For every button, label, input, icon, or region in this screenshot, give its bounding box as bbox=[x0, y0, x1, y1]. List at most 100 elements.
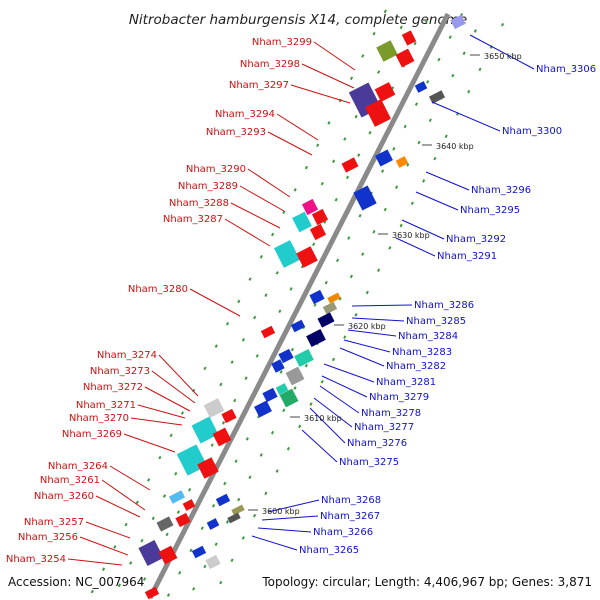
gene-feature bbox=[271, 359, 285, 373]
map-title: Nitrobacter hamburgensis X14, complete g… bbox=[129, 12, 467, 28]
gene-feature bbox=[309, 223, 327, 241]
gene-feature bbox=[375, 149, 393, 167]
leader-line bbox=[469, 34, 535, 70]
leader-line bbox=[95, 495, 141, 518]
leader-line bbox=[313, 41, 356, 71]
gene-label-forward[interactable]: Nham_3254 bbox=[6, 554, 66, 565]
gene-feature bbox=[285, 366, 305, 386]
gene-label-reverse[interactable]: Nham_3266 bbox=[313, 527, 373, 538]
gene-feature bbox=[294, 349, 314, 367]
gene-feature bbox=[273, 240, 301, 268]
gene-feature bbox=[395, 156, 409, 168]
gene-label-forward[interactable]: Nham_3257 bbox=[24, 517, 84, 528]
gene-label-forward[interactable]: Nham_3256 bbox=[18, 532, 78, 543]
gene-label-reverse[interactable]: Nham_3286 bbox=[414, 300, 474, 311]
gene-label-forward[interactable]: Nham_3287 bbox=[163, 214, 223, 225]
gene-label-reverse[interactable]: Nham_3284 bbox=[398, 331, 458, 342]
leader-line bbox=[347, 329, 397, 337]
gene-label-forward[interactable]: Nham_3264 bbox=[48, 461, 108, 472]
gene-label-forward[interactable]: Nham_3293 bbox=[206, 127, 266, 138]
gene-label-forward[interactable]: Nham_3289 bbox=[178, 181, 238, 192]
gene-feature bbox=[341, 157, 359, 173]
leader-line bbox=[267, 499, 320, 513]
gene-label-forward[interactable]: Nham_3288 bbox=[169, 198, 229, 209]
gene-label-forward[interactable]: Nham_3297 bbox=[229, 80, 289, 91]
gene-label-reverse[interactable]: Nham_3277 bbox=[354, 422, 414, 433]
gene-label-forward[interactable]: Nham_3280 bbox=[128, 284, 188, 295]
gene-label-reverse[interactable]: Nham_3292 bbox=[446, 234, 506, 245]
gene-feature bbox=[374, 82, 396, 102]
leader-line bbox=[276, 113, 319, 141]
gene-label-forward[interactable]: Nham_3272 bbox=[83, 382, 143, 393]
gene-label-forward[interactable]: Nham_3298 bbox=[240, 59, 300, 70]
leader-line bbox=[101, 479, 146, 511]
gene-label-forward[interactable]: Nham_3260 bbox=[34, 491, 94, 502]
gene-feature bbox=[327, 292, 341, 304]
leader-line bbox=[109, 465, 151, 491]
gene-label-forward[interactable]: Nham_3270 bbox=[69, 413, 129, 424]
gene-feature bbox=[227, 512, 241, 524]
leader-line bbox=[395, 237, 436, 257]
leader-line bbox=[137, 404, 186, 419]
gene-feature bbox=[301, 198, 319, 216]
gene-feature bbox=[205, 554, 221, 570]
leader-line bbox=[151, 370, 196, 404]
leader-line bbox=[401, 219, 445, 240]
leader-line bbox=[415, 191, 459, 211]
gene-label-reverse[interactable]: Nham_3300 bbox=[502, 126, 562, 137]
gene-feature bbox=[197, 457, 219, 479]
leader-line bbox=[67, 558, 123, 566]
gene-feature bbox=[144, 586, 160, 600]
gene-label-forward[interactable]: Nham_3274 bbox=[97, 350, 157, 361]
leader-line bbox=[189, 288, 241, 317]
gene-feature bbox=[138, 540, 164, 566]
gene-label-reverse[interactable]: Nham_3291 bbox=[437, 251, 497, 262]
leader-line bbox=[431, 101, 501, 132]
leader-line bbox=[290, 84, 351, 104]
gene-label-reverse[interactable]: Nham_3296 bbox=[471, 185, 531, 196]
leader-line bbox=[130, 417, 183, 426]
gene-label-forward[interactable]: Nham_3269 bbox=[62, 429, 122, 440]
gene-label-forward[interactable]: Nham_3261 bbox=[40, 475, 100, 486]
gene-label-reverse[interactable]: Nham_3285 bbox=[406, 316, 466, 327]
gene-feature bbox=[450, 14, 466, 30]
gene-feature bbox=[290, 319, 306, 333]
track-guide bbox=[165, 9, 465, 600]
gene-label-reverse[interactable]: Nham_3281 bbox=[376, 377, 436, 388]
gene-feature bbox=[414, 81, 428, 93]
gene-feature bbox=[254, 400, 272, 418]
gene-feature bbox=[322, 301, 338, 315]
gene-label-reverse[interactable]: Nham_3268 bbox=[321, 495, 381, 506]
gene-label-reverse[interactable]: Nham_3278 bbox=[361, 408, 421, 419]
gene-feature bbox=[278, 348, 294, 364]
gene-feature bbox=[175, 512, 191, 528]
gene-label-reverse[interactable]: Nham_3295 bbox=[460, 205, 520, 216]
gene-label-forward[interactable]: Nham_3271 bbox=[76, 400, 136, 411]
leader-line bbox=[351, 304, 413, 307]
leader-line bbox=[158, 354, 199, 397]
gene-feature bbox=[395, 48, 415, 68]
gene-feature bbox=[364, 99, 392, 127]
kbp-ticks: 3650 kbp 3640 kbp 3630 kbp 3620 kbp 3610 kbp… bbox=[248, 52, 522, 516]
gene-feature bbox=[191, 545, 207, 559]
gene-label-reverse[interactable]: Nham_3306 bbox=[536, 64, 596, 75]
gene-label-reverse[interactable]: Nham_3279 bbox=[369, 392, 429, 403]
gene-label-reverse[interactable]: Nham_3267 bbox=[320, 511, 380, 522]
kbp-label: 3630 kbp bbox=[392, 231, 430, 240]
gene-label-reverse[interactable]: Nham_3276 bbox=[347, 438, 407, 449]
gene-feature bbox=[401, 30, 417, 46]
summary-text: Topology: circular; Length: 4,406,967 bp… bbox=[261, 575, 592, 589]
gene-label-reverse[interactable]: Nham_3282 bbox=[386, 361, 446, 372]
gene-label-forward[interactable]: Nham_3299 bbox=[252, 37, 312, 48]
gene-label-reverse[interactable]: Nham_3275 bbox=[339, 457, 399, 468]
leader-line bbox=[251, 535, 298, 551]
gene-label-forward[interactable]: Nham_3290 bbox=[186, 164, 246, 175]
gene-label-forward[interactable]: Nham_3294 bbox=[215, 109, 275, 120]
gene-feature bbox=[182, 499, 196, 511]
gene-label-forward[interactable]: Nham_3273 bbox=[90, 366, 150, 377]
leader-lines bbox=[67, 34, 535, 566]
gene-label-reverse[interactable]: Nham_3283 bbox=[392, 347, 452, 358]
gene-feature bbox=[221, 408, 237, 424]
gene-label-reverse[interactable]: Nham_3265 bbox=[299, 545, 359, 556]
